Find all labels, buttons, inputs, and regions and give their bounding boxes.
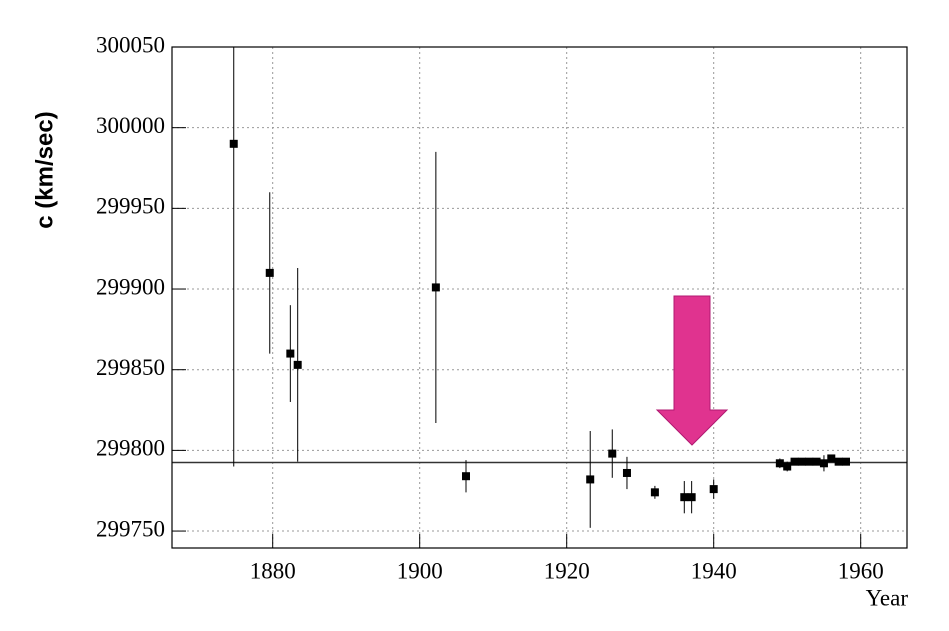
x-tick-label: 1920 (544, 558, 590, 583)
data-point (265, 268, 274, 277)
x-tick-label: 1880 (250, 558, 296, 583)
data-point (783, 462, 792, 471)
data-point (797, 457, 806, 466)
y-tick-label: 299850 (96, 355, 165, 380)
data-point (819, 459, 828, 468)
y-tick-label: 299900 (96, 274, 165, 299)
grid (172, 46, 907, 548)
data-point (775, 459, 784, 468)
x-axis-label: Year (866, 585, 909, 610)
data-point (834, 457, 843, 466)
x-tick-label: 1960 (838, 558, 884, 583)
data-point (687, 493, 696, 502)
y-axis-label: c (km/sec) (31, 111, 58, 228)
data-point (790, 457, 799, 466)
data-point (827, 454, 836, 463)
data-point (812, 457, 821, 466)
data-point (586, 475, 595, 484)
data-point (709, 485, 718, 494)
data-point (608, 449, 617, 458)
data-point (286, 349, 295, 358)
data-point (431, 283, 440, 292)
data-point (229, 139, 238, 148)
y-tick-label: 299950 (96, 194, 165, 219)
plot-frame (171, 46, 908, 549)
x-tick-label: 1940 (691, 558, 737, 583)
y-tick-label: 300050 (96, 32, 165, 57)
y-tick-label: 299800 (96, 436, 165, 461)
data-point (462, 472, 470, 481)
data-point (293, 360, 302, 369)
data-point (650, 488, 659, 497)
arrow (655, 295, 729, 446)
data-point (841, 457, 850, 466)
data-point (622, 468, 631, 477)
y-tick-label: 300000 (96, 113, 165, 138)
data-point (680, 493, 689, 502)
data-point (805, 457, 814, 466)
x-tick-label: 1900 (397, 558, 443, 583)
y-tick-label: 299750 (96, 516, 165, 541)
data (172, 47, 907, 528)
